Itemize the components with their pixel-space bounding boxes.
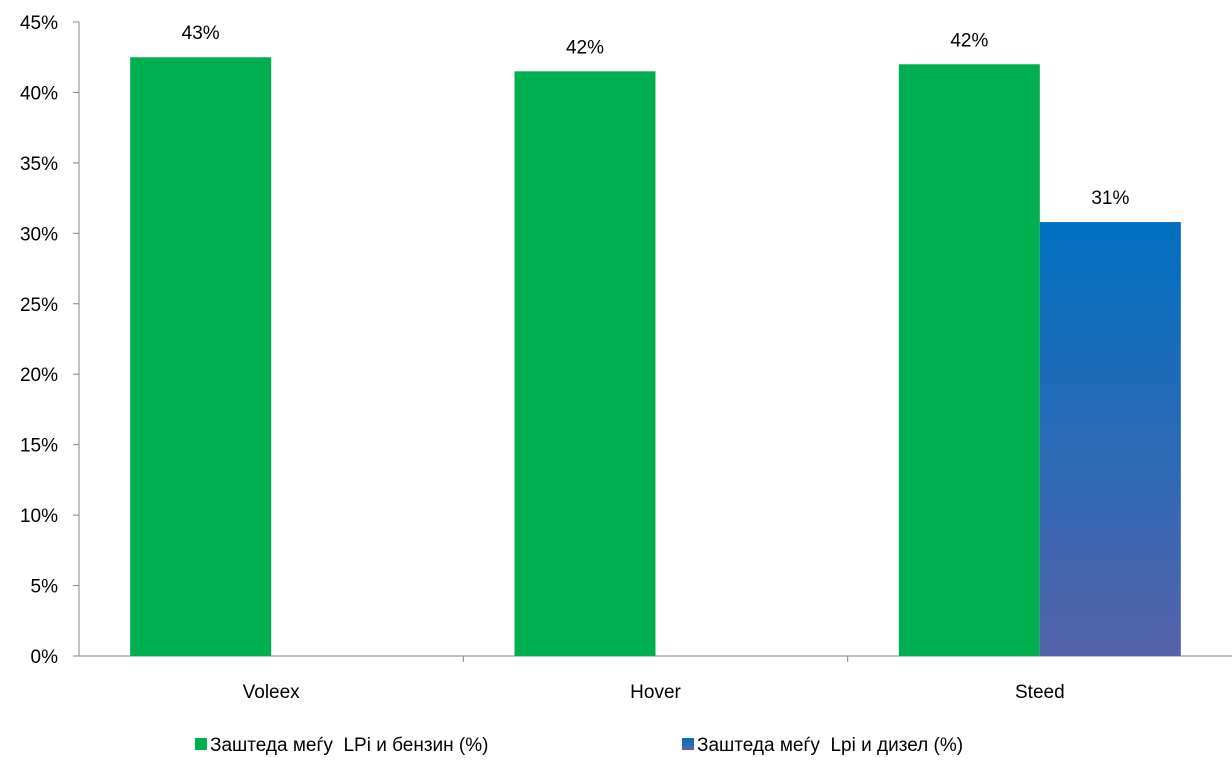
bar-lpi-benzin-hover [515,71,656,656]
legend-swatch-lpi-dizel [682,738,694,750]
x-category-label: Hover [630,682,681,703]
x-axis: Voleex Hover Steed [73,656,1232,703]
y-tick-label: 5% [31,577,59,598]
y-tick-label: 10% [20,506,58,527]
data-label: 43% [182,23,220,44]
bar-lpi-dizel-steed [1040,222,1181,656]
data-label: 42% [950,30,988,51]
bar-lpi-benzin-steed [899,64,1040,656]
y-tick-label: 45% [20,13,58,34]
x-category-label: Voleex [243,682,301,703]
x-category-label: Steed [1015,682,1065,703]
legend-label-lpi-dizel: Заштеда меѓу Lpi и дизел (%) [697,735,963,756]
bar-lpi-benzin-voleex [130,57,271,656]
legend-label-lpi-benzin: Заштеда меѓу LPi и бензин (%) [210,735,488,756]
y-tick-label: 35% [20,154,58,175]
y-tick-label: 15% [20,436,58,457]
y-tick-label: 40% [20,83,58,104]
data-label: 42% [566,37,604,58]
legend: Заштеда меѓу LPi и бензин (%) Заштеда меѓ… [195,735,963,756]
legend-swatch-lpi-benzin [195,738,207,750]
y-tick-label: 0% [31,647,59,668]
y-tick-label: 25% [20,295,58,316]
y-axis: 0% 5% 10% 15% 20% 25% 30% 35% 40% 45% [20,13,79,668]
y-tick-label: 20% [20,365,58,386]
y-tick-label: 30% [20,224,58,245]
bars [130,57,1181,656]
data-label: 31% [1091,188,1129,209]
